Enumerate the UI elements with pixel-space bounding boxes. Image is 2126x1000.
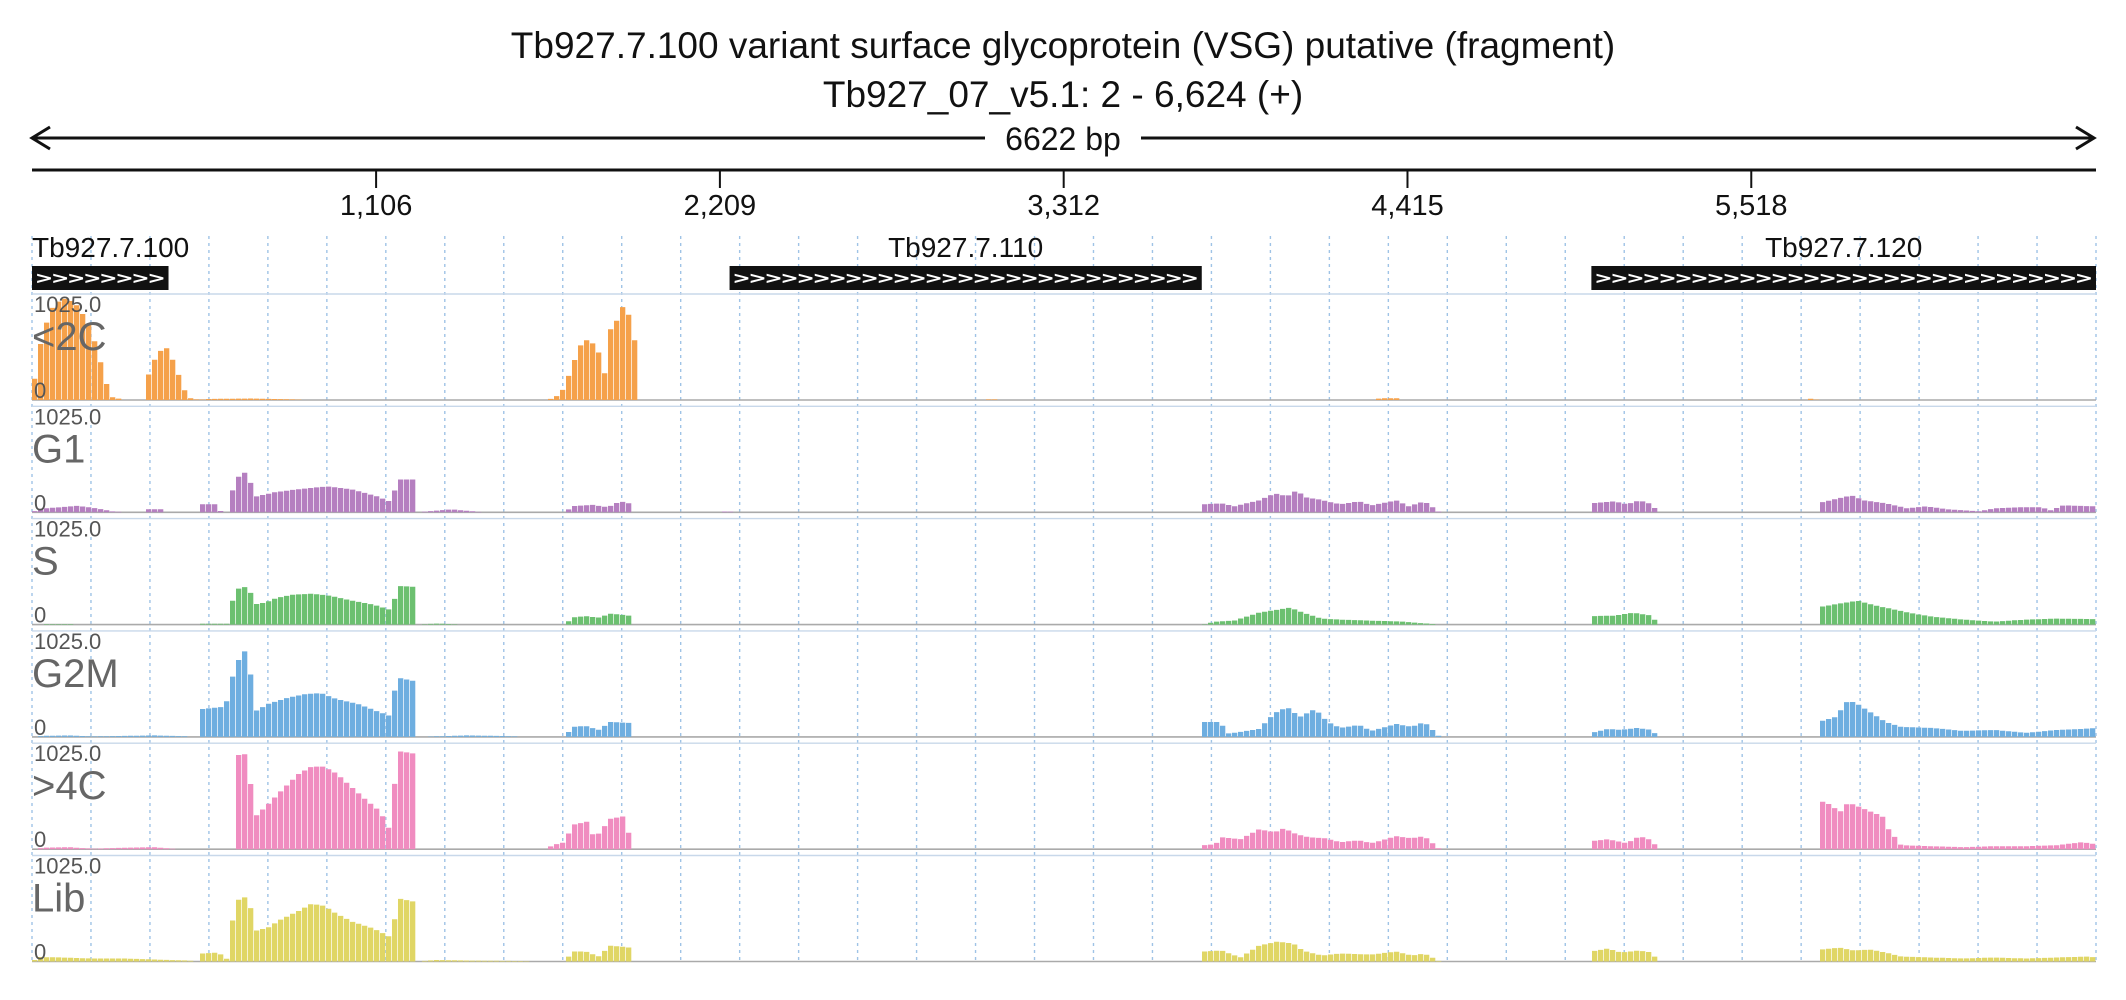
gene-strand-arrows-2: >>>>>>>>>>>>>>>>>>>>>>>>>>>>> [734, 268, 1198, 289]
gene-bar-1 [32, 266, 169, 290]
coverage-bars-4 [38, 651, 2096, 737]
gene-strand-arrows-3: >>>>>>>>>>>>>>>>>>>>>>>>>>>>>>> [1595, 268, 2092, 289]
ruler-tick-label-3: 3,312 [1027, 190, 1100, 222]
coverage-track-2: 1025.0 0 G1 [32, 404, 2096, 515]
gene-2: >>>>>>>>>>>>>>>>>>>>>>>>>>>>> Tb927.7.110 [729, 232, 1202, 290]
gene-track: >>>>>>>> Tb927.7.100 >>>>>>>>>>>>>>>>>>>>>… [32, 232, 2096, 290]
coverage-bars-3 [44, 586, 2096, 625]
coverage-track-4: 1025.0 0 G2M [32, 629, 2096, 740]
span-arrow-right [2075, 125, 2097, 151]
track-name-6: Lib [32, 877, 85, 921]
gene-label-1: Tb927.7.100 [32, 232, 189, 263]
coverage-bars-6 [32, 897, 2096, 962]
gene-bar-3 [1591, 266, 2096, 290]
track-name-2: G1 [32, 427, 85, 471]
track-ymax-label-5: 1025.0 [34, 741, 101, 766]
ruler-tick-label-5: 5,518 [1715, 190, 1788, 222]
track-yzero-label-4: 0 [34, 715, 46, 740]
coverage-bars-2 [32, 472, 2096, 513]
track-yzero-label-3: 0 [34, 603, 46, 628]
track-name-4: G2M [32, 652, 119, 696]
track-name-3: S [32, 540, 59, 584]
track-ymax-label-2: 1025.0 [34, 404, 101, 429]
coverage-track-5: 1025.0 0 >4C [32, 741, 2096, 852]
track-yzero-label-1: 0 [34, 378, 46, 403]
coverage-bars-1 [32, 298, 1820, 400]
track-yzero-label-5: 0 [34, 827, 46, 852]
track-ymax-label-4: 1025.0 [34, 629, 101, 654]
gene-label-2: Tb927.7.110 [888, 232, 1043, 263]
gene-1: >>>>>>>> Tb927.7.100 [32, 232, 189, 290]
chart-title: Tb927.7.100 variant surface glycoprotein… [511, 25, 1615, 66]
track-yzero-label-2: 0 [34, 490, 46, 515]
coverage-bars-5 [38, 751, 2096, 850]
coverage-track-6: 1025.0 0 Lib [32, 854, 2096, 965]
gene-label-3: Tb927.7.120 [1765, 232, 1922, 263]
track-name-5: >4C [32, 764, 107, 808]
coverage-track-1: 1025.0 0 <2C [32, 292, 2096, 403]
ruler-tick-label-2: 2,209 [684, 190, 757, 222]
track-ymax-label-3: 1025.0 [34, 517, 101, 542]
gene-strand-arrows-1: >>>>>>>> [36, 268, 165, 289]
track-name-1: <2C [32, 315, 107, 359]
ruler-ticks: 1,106 2,209 3,312 4,415 5,518 [340, 170, 1788, 222]
track-ymax-label-1: 1025.0 [34, 292, 101, 317]
gene-bar-2 [729, 266, 1202, 290]
chart-subtitle: Tb927_07_v5.1: 2 - 6,624 (+) [823, 74, 1303, 115]
gene-3: >>>>>>>>>>>>>>>>>>>>>>>>>>>>>>> Tb927.7.1… [1591, 232, 2096, 290]
span-arrow-left [29, 125, 51, 151]
coverage-track-3: 1025.0 0 S [32, 517, 2096, 628]
span-indicator: 6622 bp [29, 121, 2097, 157]
span-label: 6622 bp [1005, 121, 1121, 157]
ruler-tick-label-4: 4,415 [1371, 190, 1444, 222]
track-ymax-label-6: 1025.0 [34, 854, 101, 879]
coverage-tracks: 1025.00<2C1025.00G11025.00S1025.00G2M102… [32, 292, 2096, 965]
track-yzero-label-6: 0 [34, 940, 46, 965]
ruler-tick-label-1: 1,106 [340, 190, 413, 222]
